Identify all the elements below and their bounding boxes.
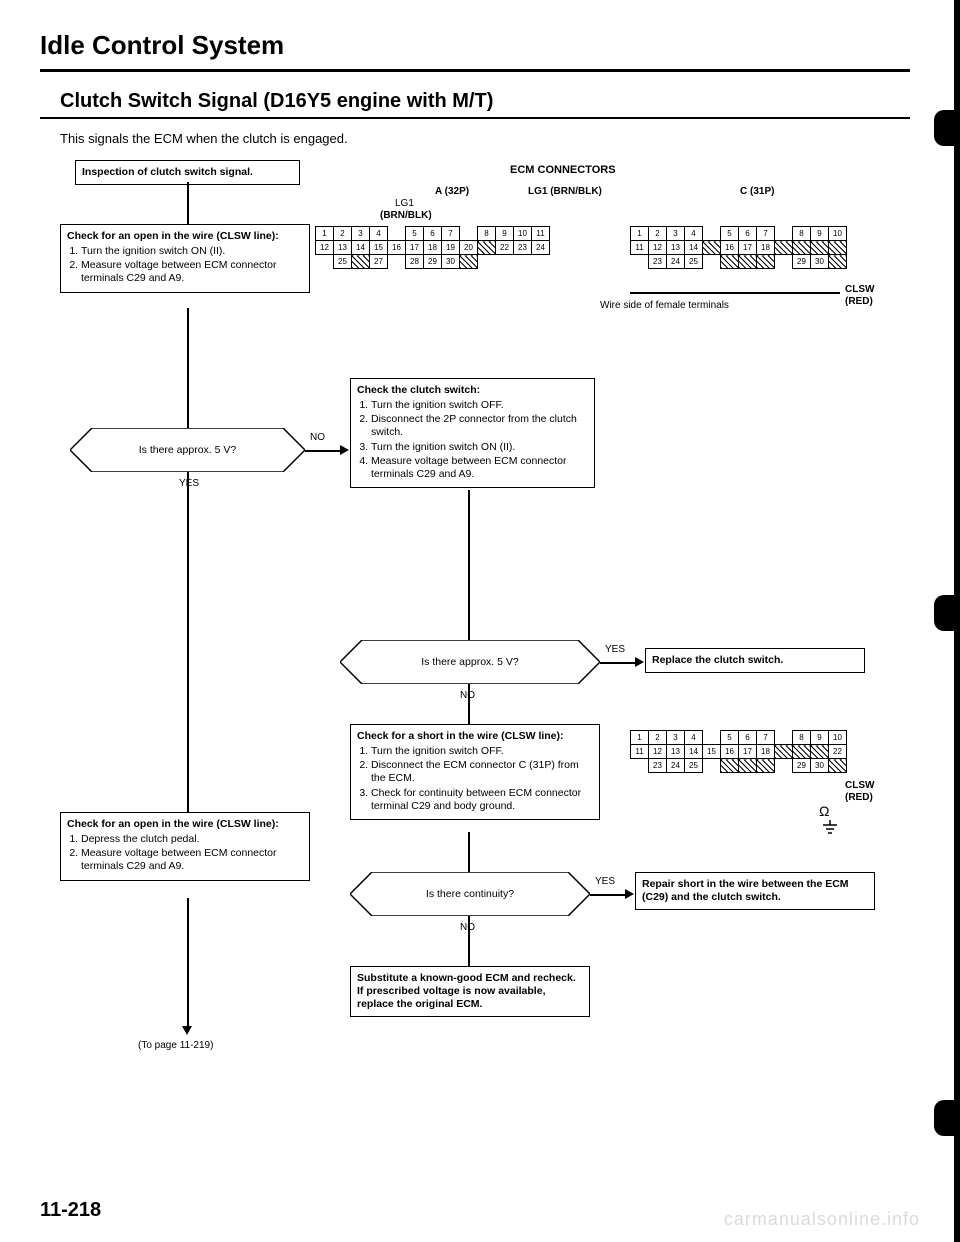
- node-repair-short: Repair short in the wire between the ECM…: [635, 872, 875, 910]
- c31p-label: C (31P): [740, 186, 774, 197]
- page-right-border: [954, 0, 960, 1242]
- connector-c-grid: 12345678910111213141617182324252930: [630, 226, 847, 269]
- node-check-short: Check for a short in the wire (CLSW line…: [350, 724, 600, 820]
- lg1-a-label: LG1: [395, 198, 414, 209]
- edge-notch: [934, 595, 956, 631]
- ecm-connectors-label: ECM CONNECTORS: [510, 164, 616, 176]
- node-replace-clutch-switch: Replace the clutch switch.: [645, 648, 865, 673]
- red-label-1: (RED): [845, 296, 873, 307]
- wire-side-label: Wire side of female terminals: [600, 300, 729, 311]
- section-description: This signals the ECM when the clutch is …: [40, 127, 910, 160]
- node-check-open-1: Check for an open in the wire (CLSW line…: [60, 224, 310, 293]
- decision-5v-2: Is there approx. 5 V?: [340, 640, 600, 684]
- yes-label-3: YES: [595, 876, 615, 887]
- node-check-clutch-switch: Check the clutch switch: Turn the igniti…: [350, 378, 595, 488]
- clsw-label-2: CLSW: [845, 780, 874, 791]
- node-substitute-ecm: Substitute a known-good ECM and recheck.…: [350, 966, 590, 1017]
- flowchart-canvas: ECM CONNECTORS A (32P) LG1 (BRN/BLK) LG1…: [40, 160, 910, 1160]
- yes-label-1: YES: [179, 478, 199, 489]
- lg1-brnblk-a-label: (BRN/BLK): [380, 210, 432, 221]
- yes-label-2: YES: [605, 644, 625, 655]
- decision-5v-1: Is there approx. 5 V?: [70, 428, 305, 472]
- page-title: Idle Control System: [40, 30, 910, 72]
- clsw-label-1: CLSW: [845, 284, 874, 295]
- edge-notch: [934, 1100, 956, 1136]
- no-label-1: NO: [310, 432, 325, 443]
- to-page-label: (To page 11-219): [138, 1040, 213, 1051]
- section-subtitle: Clutch Switch Signal (D16Y5 engine with …: [40, 82, 910, 119]
- watermark: carmanualsonline.info: [724, 1209, 920, 1230]
- lg1-brnblk-b-label: LG1 (BRN/BLK): [528, 186, 602, 197]
- ohm-icon: Ω: [819, 803, 829, 819]
- a32p-label: A (32P): [435, 186, 469, 197]
- node-check-open-2: Check for an open in the wire (CLSW line…: [60, 812, 310, 881]
- red-label-2: (RED): [845, 792, 873, 803]
- edge-notch: [934, 110, 956, 146]
- connector-c2-grid: 123456789101112131415161718222324252930: [630, 730, 847, 773]
- ground-icon: [823, 820, 837, 839]
- decision-continuity: Is there continuity?: [350, 872, 590, 916]
- connector-a-grid: 1234567891011121314151617181920222324252…: [315, 226, 550, 269]
- page-number: 11-218: [40, 1199, 101, 1222]
